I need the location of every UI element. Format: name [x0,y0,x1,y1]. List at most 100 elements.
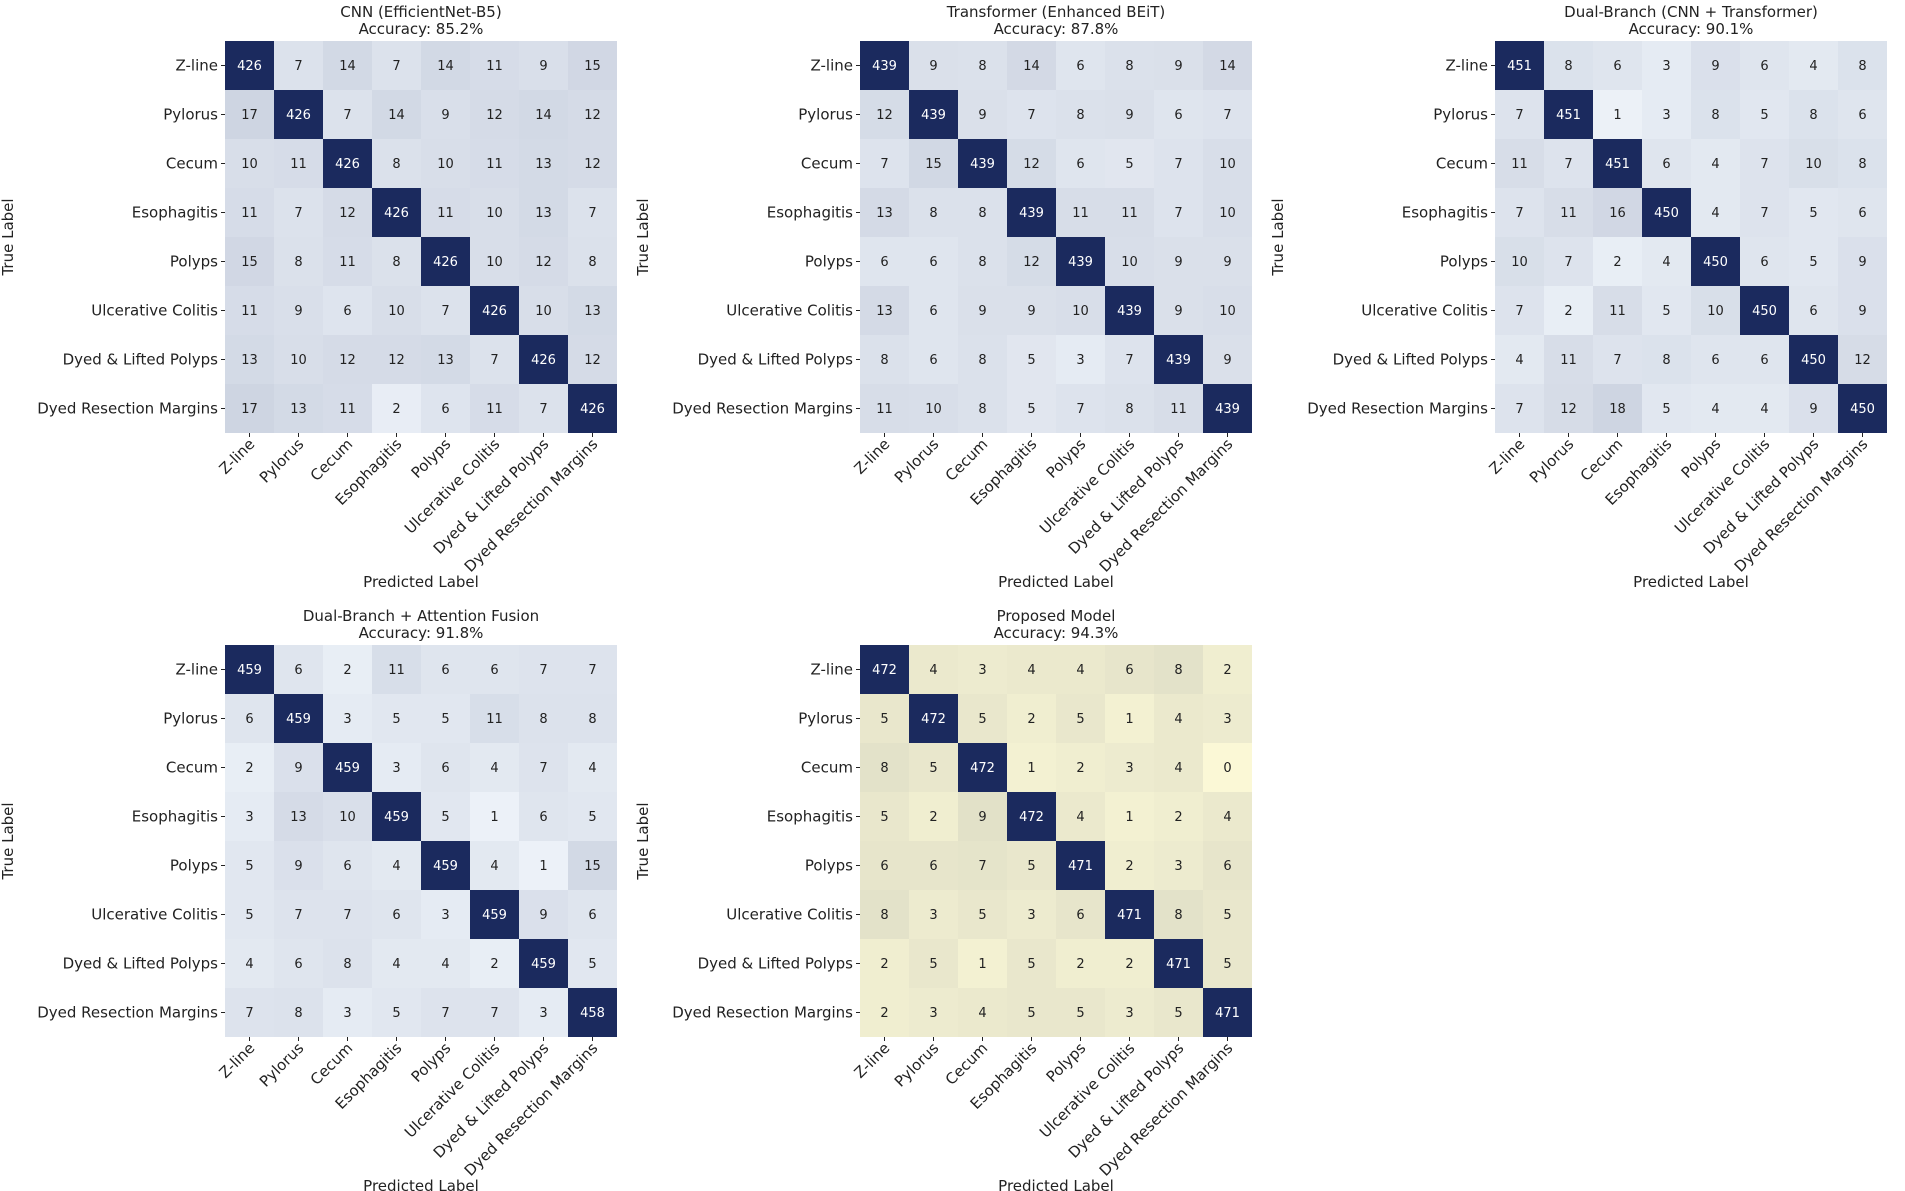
cell-value-label: 6 [343,859,351,874]
cell-value-label: 426 [384,206,409,221]
cell-value-label: 7 [294,908,302,923]
heatmap-cell [1740,41,1789,90]
heatmap-cell [225,694,274,743]
cell-value-label: 13 [535,157,552,172]
x-tick-label: Polyps [1043,435,1090,482]
y-tick-label: Dyed Resection Margins [672,1004,853,1022]
heatmap-cell [519,384,568,433]
heatmap-cell [519,139,568,188]
heatmap-cell [860,188,909,237]
heatmap-cell [1154,139,1203,188]
cell-value-label: 9 [294,761,302,776]
cell-value-label: 8 [1858,59,1866,74]
cell-value-label: 5 [1027,957,1035,972]
chart-subtitle: Accuracy: 87.8% [994,20,1119,38]
heatmap-cell [274,90,323,139]
cell-value-label: 5 [929,957,937,972]
heatmap-cell [1789,335,1838,384]
cell-value-label: 6 [343,304,351,319]
x-axis-label: Predicted Label [998,1177,1114,1191]
cell-value-label: 5 [1662,402,1670,417]
cell-value-label: 9 [1223,353,1231,368]
heatmap-cell [1203,335,1252,384]
cell-value-label: 8 [1809,108,1817,123]
chart-title: Dual-Branch (CNN + Transformer) [1564,3,1818,21]
heatmap-cell [909,286,958,335]
heatmap-cell [1154,792,1203,841]
cell-value-label: 9 [1174,304,1182,319]
cell-value-label: 10 [1219,304,1236,319]
heatmap-cell [568,841,617,890]
cell-value-label: 7 [1564,255,1572,270]
heatmap-cell [1056,645,1105,694]
heatmap-cell [225,939,274,988]
cell-value-label: 4 [1174,761,1182,776]
heatmap-cell [958,188,1007,237]
heatmap-cell [1105,139,1154,188]
heatmap-cell [860,890,909,939]
cell-value-label: 6 [1662,157,1670,172]
cell-value-label: 6 [929,859,937,874]
cell-value-label: 4 [1809,59,1817,74]
heatmap-cell [860,286,909,335]
cell-value-label: 11 [486,157,503,172]
heatmap-cell [274,139,323,188]
cell-value-label: 13 [241,353,258,368]
heatmap-cell [958,988,1007,1037]
cell-value-label: 12 [388,353,405,368]
cell-value-label: 11 [1609,304,1626,319]
cell-value-label: 17 [241,108,258,123]
cell-value-label: 11 [486,402,503,417]
heatmap-cell [1105,841,1154,890]
heatmap-cell [421,188,470,237]
heatmap-cell [860,90,909,139]
cell-value-label: 5 [392,712,400,727]
cell-value-label: 11 [1560,206,1577,221]
cell-value-label: 5 [1125,157,1133,172]
heatmap-cell [372,188,421,237]
heatmap-cell [421,384,470,433]
cell-value-label: 5 [1027,402,1035,417]
heatmap-cell [274,645,323,694]
cell-value-label: 8 [539,712,547,727]
cell-value-label: 10 [925,402,942,417]
chart-subtitle: Accuracy: 90.1% [1629,20,1754,38]
x-tick-label: Pylorus [256,435,308,487]
heatmap-cell [568,139,617,188]
heatmap-cell [372,41,421,90]
cell-value-label: 11 [339,255,356,270]
cell-value-label: 14 [1023,59,1040,74]
cell-value-label: 5 [1809,206,1817,221]
heatmap-cell [1789,90,1838,139]
heatmap-cell [1838,384,1887,433]
heatmap-cell [470,988,519,1037]
heatmap-cell [225,286,274,335]
heatmap-cell [323,841,372,890]
cell-value-label: 4 [1223,810,1231,825]
confusion-matrix-panel: Dual-Branch (CNN + Transformer)Accuracy:… [1269,3,1887,591]
cell-value-label: 5 [929,761,937,776]
heatmap-cell [1007,384,1056,433]
cell-value-label: 5 [1027,1006,1035,1021]
cell-value-label: 9 [1174,59,1182,74]
heatmap-cell [860,335,909,384]
y-axis-label: True Label [634,802,652,880]
heatmap-cell [1789,41,1838,90]
cell-value-label: 12 [584,353,601,368]
cell-value-label: 7 [1515,304,1523,319]
cell-value-label: 5 [1027,859,1035,874]
heatmap-cell [1056,988,1105,1037]
cell-value-label: 7 [343,908,351,923]
cell-value-label: 450 [1752,304,1777,319]
heatmap-cell [274,384,323,433]
heatmap-cell [1007,939,1056,988]
cell-value-label: 14 [339,59,356,74]
cell-value-label: 14 [535,108,552,123]
cell-value-label: 3 [245,810,253,825]
x-tick-label: Pylorus [891,1039,943,1091]
heatmap-cell [1544,90,1593,139]
y-tick-label: Cecum [801,759,853,777]
heatmap-cell [323,645,372,694]
cell-value-label: 9 [978,108,986,123]
heatmap-cell [1007,743,1056,792]
